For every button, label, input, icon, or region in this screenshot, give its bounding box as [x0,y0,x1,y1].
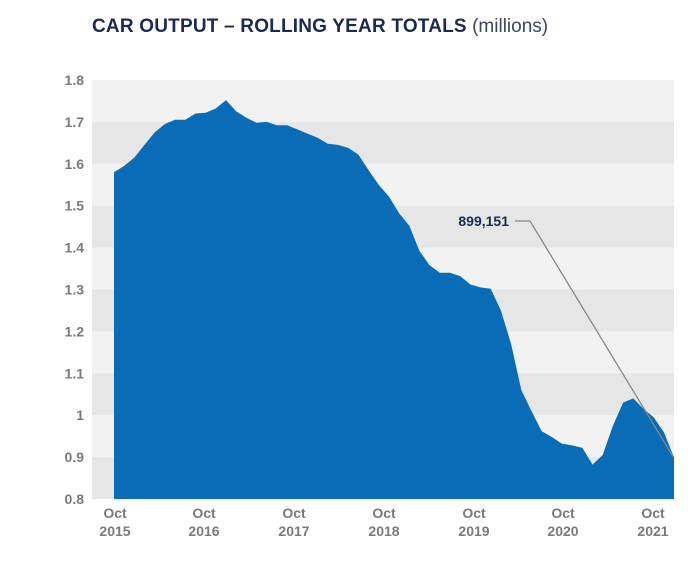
annotation-leader-line [515,220,674,457]
x-tick-label-month: Oct [103,505,127,521]
x-tick-label-month: Oct [372,505,396,521]
x-tick-label-month: Oct [192,505,216,521]
y-tick-label: 1 [76,407,84,423]
x-tick-label-year: 2021 [637,523,668,539]
x-tick-label-month: Oct [462,505,486,521]
x-tick-label-year: 2017 [278,523,309,539]
y-tick-label: 1.8 [65,72,85,88]
y-tick-label: 1.6 [65,156,85,172]
y-tick-label: 0.9 [65,449,85,465]
x-tick-label-year: 2015 [99,523,130,539]
x-tick-label-year: 2019 [458,523,489,539]
x-tick-label-year: 2020 [547,523,578,539]
x-tick-label-month: Oct [282,505,306,521]
chart-unit: (millions) [472,16,549,37]
y-tick-label: 1.1 [65,365,85,381]
chart-title-row: CAR OUTPUT – ROLLING YEAR TOTALS (millio… [92,16,548,38]
y-tick-label: 1.5 [65,198,85,214]
area-layer [114,100,674,499]
y-tick-label: 1.7 [65,114,85,130]
series-area [114,100,674,499]
y-tick-label: 1.2 [65,323,85,339]
y-tick-label: 1.4 [65,240,85,256]
annotation-label: 899,151 [458,213,509,229]
x-axis: Oct 2015 Oct 2016 Oct 2017 Oct 2018 Oct 2019 Oct 20… [99,505,668,539]
grid-band [92,80,674,122]
y-tick-label: 0.8 [65,491,85,507]
x-tick-label-month: Oct [551,505,575,521]
x-tick-label-year: 2018 [368,523,399,539]
x-tick-label-year: 2016 [188,523,219,539]
x-tick-label-month: Oct [641,505,665,521]
annotation: 899,151 [458,213,674,457]
y-axis: 0.8 0.9 1 1.1 1.2 1.3 1.4 1.5 1.6 1.7 1.8 [65,72,85,507]
chart-title: CAR OUTPUT – ROLLING YEAR TOTALS [92,16,467,37]
y-tick-label: 1.3 [65,282,85,298]
